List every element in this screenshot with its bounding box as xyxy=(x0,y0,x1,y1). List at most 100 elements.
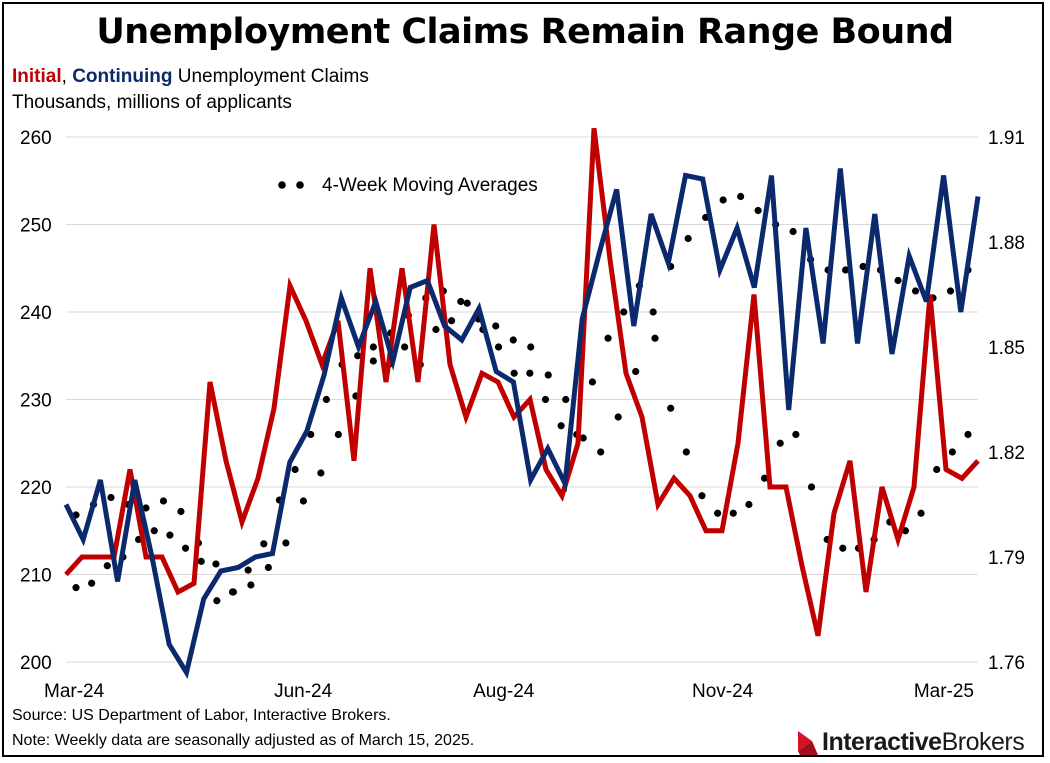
y-left-tick-label: 240 xyxy=(20,303,52,324)
continuing-moving-average-point xyxy=(754,206,762,215)
continuing-moving-average-point xyxy=(107,493,115,502)
initial-moving-average-point xyxy=(88,579,96,587)
initial-moving-average-point xyxy=(792,430,800,439)
continuing-moving-average-point xyxy=(841,266,850,274)
continuing-moving-average-point xyxy=(142,504,150,512)
y-left-tick-label: 250 xyxy=(20,216,52,237)
initial-moving-average-point xyxy=(917,509,925,517)
series-label-continuing: Continuing xyxy=(72,66,173,87)
continuing-moving-average-point xyxy=(509,336,517,344)
continuing-moving-average-point xyxy=(737,192,745,201)
initial-moving-average-point xyxy=(651,334,659,342)
continuing-moving-average-point xyxy=(789,227,797,236)
initial-moving-average-point xyxy=(588,378,597,386)
x-tick-label: Aug-24 xyxy=(473,681,535,702)
y-right-tick-label: 1.85 xyxy=(988,338,1025,359)
x-tick-label: Mar-24 xyxy=(44,681,105,702)
initial-moving-average-point xyxy=(839,544,847,552)
x-tick-label: Mar-25 xyxy=(914,681,974,702)
initial-moving-average-point xyxy=(682,448,690,456)
y-left-tick-label: 200 xyxy=(20,653,52,674)
continuing-moving-average-point xyxy=(597,448,605,456)
continuing-moving-average-point xyxy=(562,395,570,404)
continuing-moving-average-point xyxy=(317,469,325,477)
continuing-moving-average-point xyxy=(911,287,920,295)
initial-moving-average-point xyxy=(166,531,174,539)
initial-moving-average-point xyxy=(714,509,722,517)
initial-moving-average-point xyxy=(260,540,268,548)
initial-moving-average-point xyxy=(307,430,315,439)
initial-moving-average-point xyxy=(933,465,941,474)
continuing-moving-average-point xyxy=(859,262,867,271)
chart-subtitle: Initial, Continuing Unemployment Claims xyxy=(12,66,369,88)
x-tick-label: Nov-24 xyxy=(692,681,754,702)
y-right-tick-label: 1.88 xyxy=(988,233,1025,254)
x-tick-label: Jun-24 xyxy=(274,681,333,702)
continuing-moving-average-point xyxy=(229,588,238,596)
y-right-tick-label: 1.91 xyxy=(988,128,1025,149)
initial-moving-average-point xyxy=(150,527,158,535)
initial-moving-average-point xyxy=(604,334,612,342)
y-left-tick-label: 230 xyxy=(20,391,52,412)
source-note: Source: US Department of Labor, Interact… xyxy=(12,707,391,724)
initial-moving-average-point xyxy=(244,566,252,574)
legend-marker-dot xyxy=(296,181,304,189)
continuing-moving-average-point xyxy=(247,581,255,589)
initial-moving-average-point xyxy=(494,343,503,351)
subtitle-separator: , xyxy=(61,66,67,87)
initial-moving-average-point xyxy=(729,509,737,517)
initial-moving-average-point xyxy=(103,562,111,570)
continuing-moving-average-point xyxy=(632,367,640,376)
initial-moving-average-point xyxy=(964,430,972,439)
continuing-moving-average-point xyxy=(282,539,290,547)
initial-moving-average-point xyxy=(541,395,550,404)
units-label: Thousands, millions of applicants xyxy=(12,92,292,113)
continuing-moving-average-point xyxy=(264,563,272,572)
chart-title: Unemployment Claims Remain Range Bound xyxy=(96,12,954,52)
data-note: Note: Weekly data are seasonally adjuste… xyxy=(12,732,475,749)
initial-moving-average-point xyxy=(401,343,409,351)
initial-moving-average-point xyxy=(432,325,440,334)
initial-moving-average-point xyxy=(620,308,628,316)
initial-moving-average-point xyxy=(557,422,565,430)
continuing-moving-average-point xyxy=(369,357,377,365)
legend-marker-dot xyxy=(278,181,286,189)
initial-claims-line xyxy=(64,127,980,637)
initial-moving-average-point xyxy=(213,597,221,605)
y-left-tick-label: 220 xyxy=(20,478,52,499)
continuing-moving-average-point xyxy=(457,297,465,306)
initial-moving-average-point xyxy=(807,483,816,491)
series-label-initial: Initial xyxy=(12,66,62,87)
initial-moving-average-point xyxy=(948,448,956,456)
continuing-moving-average-point xyxy=(614,413,622,421)
continuing-moving-average-point xyxy=(946,287,955,295)
ib-logo-icon xyxy=(798,731,818,755)
initial-moving-average-point xyxy=(667,404,675,412)
initial-moving-average-point xyxy=(760,474,769,482)
continuing-moving-average-point xyxy=(177,507,185,516)
initial-moving-average-point xyxy=(463,299,471,307)
continuing-moving-average-point xyxy=(544,371,552,379)
y-right-tick-label: 1.82 xyxy=(988,443,1025,464)
continuing-moving-average-point xyxy=(579,434,587,442)
interactive-brokers-logo: InteractiveBrokers xyxy=(794,726,1025,758)
initial-moving-average-point xyxy=(526,369,534,377)
logo-text: InteractiveBrokers xyxy=(822,727,1025,756)
initial-moving-average-point xyxy=(745,500,753,509)
subtitle-rest: Unemployment Claims xyxy=(177,66,369,87)
initial-moving-average-point xyxy=(698,492,706,500)
y-right-tick-label: 1.79 xyxy=(988,548,1025,569)
continuing-claims-line xyxy=(63,168,981,679)
continuing-moving-average-point xyxy=(334,430,342,439)
continuing-moving-average-point xyxy=(527,343,535,351)
initial-moving-average-point xyxy=(197,557,205,565)
initial-moving-average-point xyxy=(72,584,80,592)
y-left-tick-label: 260 xyxy=(20,128,52,149)
continuing-moving-average-point xyxy=(212,560,220,568)
continuing-moving-average-point xyxy=(299,497,307,505)
initial-moving-average-point xyxy=(510,369,518,377)
initial-moving-average-point xyxy=(354,352,362,360)
continuing-moving-average-point xyxy=(684,234,692,243)
continuing-moving-average-point xyxy=(894,276,902,285)
